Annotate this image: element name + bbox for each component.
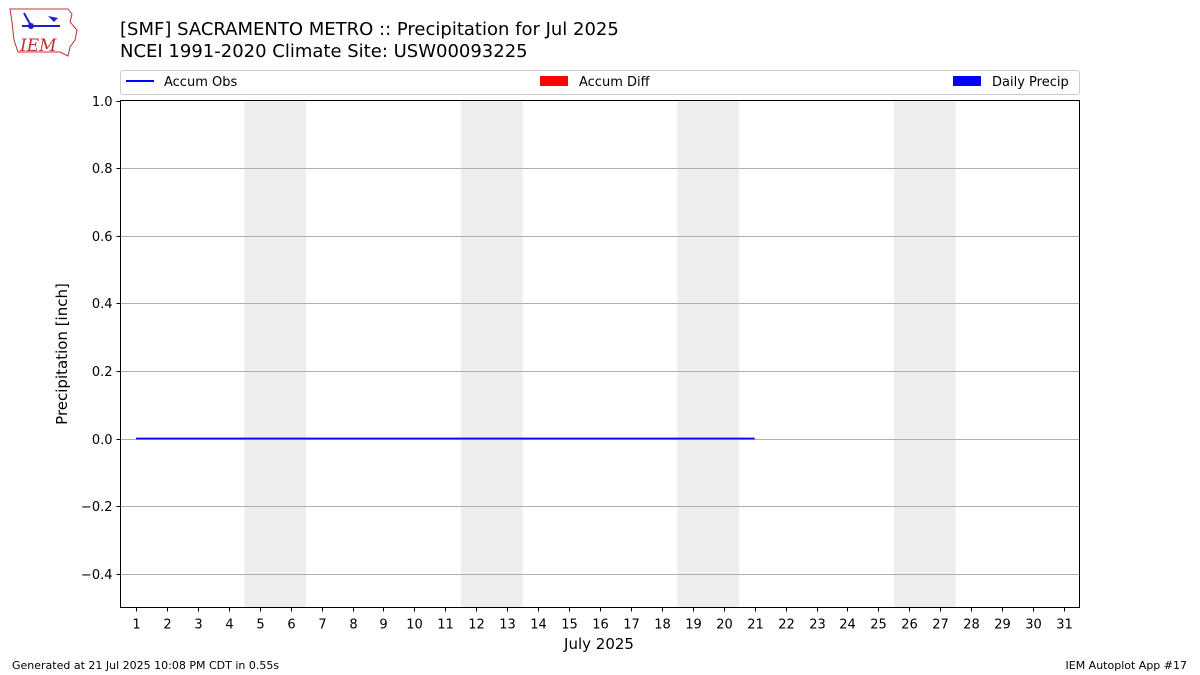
x-tick-label-16: 17	[623, 618, 640, 633]
x-tick-label-26: 27	[932, 618, 949, 633]
station-dot-icon	[28, 23, 34, 29]
y-tick-label-1: −0.2	[81, 500, 113, 515]
chart-subtitle: NCEI 1991-2020 Climate Site: USW00093225	[120, 41, 528, 62]
y-tick-label-6: 0.8	[92, 162, 113, 177]
x-tick-label-4: 5	[256, 618, 264, 633]
y-tick-label-4: 0.4	[92, 297, 113, 312]
x-tick-label-7: 8	[349, 618, 357, 633]
x-tick-label-18: 19	[685, 618, 702, 633]
y-tick-label-3: 0.2	[92, 365, 113, 380]
x-axis-ticks: 1 2 3 4 5 6 7 8 9 10 11 12 13 14 15 16 17 18 19 20 21 22 23 24 2…	[132, 607, 1073, 633]
x-tick-label-29: 30	[1025, 618, 1042, 633]
x-tick-label-21: 22	[778, 618, 795, 633]
x-tick-label-14: 15	[561, 618, 578, 633]
x-tick-label-15: 16	[592, 618, 609, 633]
x-tick-label-5: 6	[287, 618, 295, 633]
weekend-band-2	[677, 100, 740, 608]
x-tick-label-3: 4	[225, 618, 233, 633]
x-tick-label-6: 7	[318, 618, 326, 633]
iowa-outline-icon	[9, 8, 78, 57]
legend-frame	[120, 70, 1080, 95]
x-tick-label-10: 11	[437, 618, 454, 633]
x-tick-label-1: 2	[163, 618, 171, 633]
y-tick-label-7: 1.0	[92, 95, 113, 110]
x-tick-label-13: 14	[530, 618, 547, 633]
x-tick-label-11: 12	[468, 618, 485, 633]
x-axis-label: July 2025	[563, 635, 634, 653]
logo-text: IEM	[19, 36, 57, 56]
y-axis-ticks: −0.4 −0.2 0.0 0.2 0.4 0.6 0.8 1.0	[81, 95, 121, 583]
generated-timestamp: Generated at 21 Jul 2025 10:08 PM CDT in…	[12, 659, 280, 672]
x-tick-label-23: 24	[839, 618, 856, 633]
legend-swatch-daily-precip	[953, 76, 981, 86]
legend-label-daily-precip: Daily Precip	[992, 75, 1069, 90]
x-tick-label-12: 13	[499, 618, 516, 633]
x-tick-label-8: 9	[379, 618, 387, 633]
weekend-band-1	[460, 100, 523, 608]
iem-logo: IEM	[9, 8, 78, 57]
legend-swatch-accum-diff	[540, 76, 568, 86]
y-tick-label-0: −0.4	[81, 568, 113, 583]
legend: Accum Obs Accum Diff Daily Precip	[120, 70, 1080, 95]
legend-label-accum-obs: Accum Obs	[164, 75, 237, 90]
x-tick-label-28: 29	[994, 618, 1011, 633]
wind-flag-icon	[48, 16, 58, 22]
x-tick-label-17: 18	[654, 618, 671, 633]
app-credit: IEM Autoplot App #17	[1065, 659, 1188, 672]
y-gridlines	[120, 168, 1080, 575]
x-tick-label-19: 20	[716, 618, 733, 633]
legend-label-accum-diff: Accum Diff	[579, 75, 651, 90]
weather-vane-icon	[23, 12, 31, 25]
weekend-band-0	[244, 100, 307, 608]
weekend-shading	[244, 100, 956, 608]
x-tick-label-24: 25	[870, 618, 887, 633]
x-tick-label-25: 26	[901, 618, 918, 633]
x-tick-label-9: 10	[406, 618, 423, 633]
chart-title: [SMF] SACRAMENTO METRO :: Precipitation …	[120, 19, 619, 40]
x-tick-label-22: 23	[809, 618, 826, 633]
x-tick-label-20: 21	[747, 618, 764, 633]
x-tick-label-30: 31	[1056, 618, 1073, 633]
y-tick-label-2: 0.0	[92, 433, 113, 448]
y-tick-label-5: 0.6	[92, 230, 113, 245]
x-tick-label-27: 28	[963, 618, 980, 633]
x-tick-label-2: 3	[194, 618, 202, 633]
x-tick-label-0: 1	[132, 618, 140, 633]
y-axis-label: Precipitation [inch]	[53, 283, 71, 425]
weekend-band-3	[893, 100, 956, 608]
